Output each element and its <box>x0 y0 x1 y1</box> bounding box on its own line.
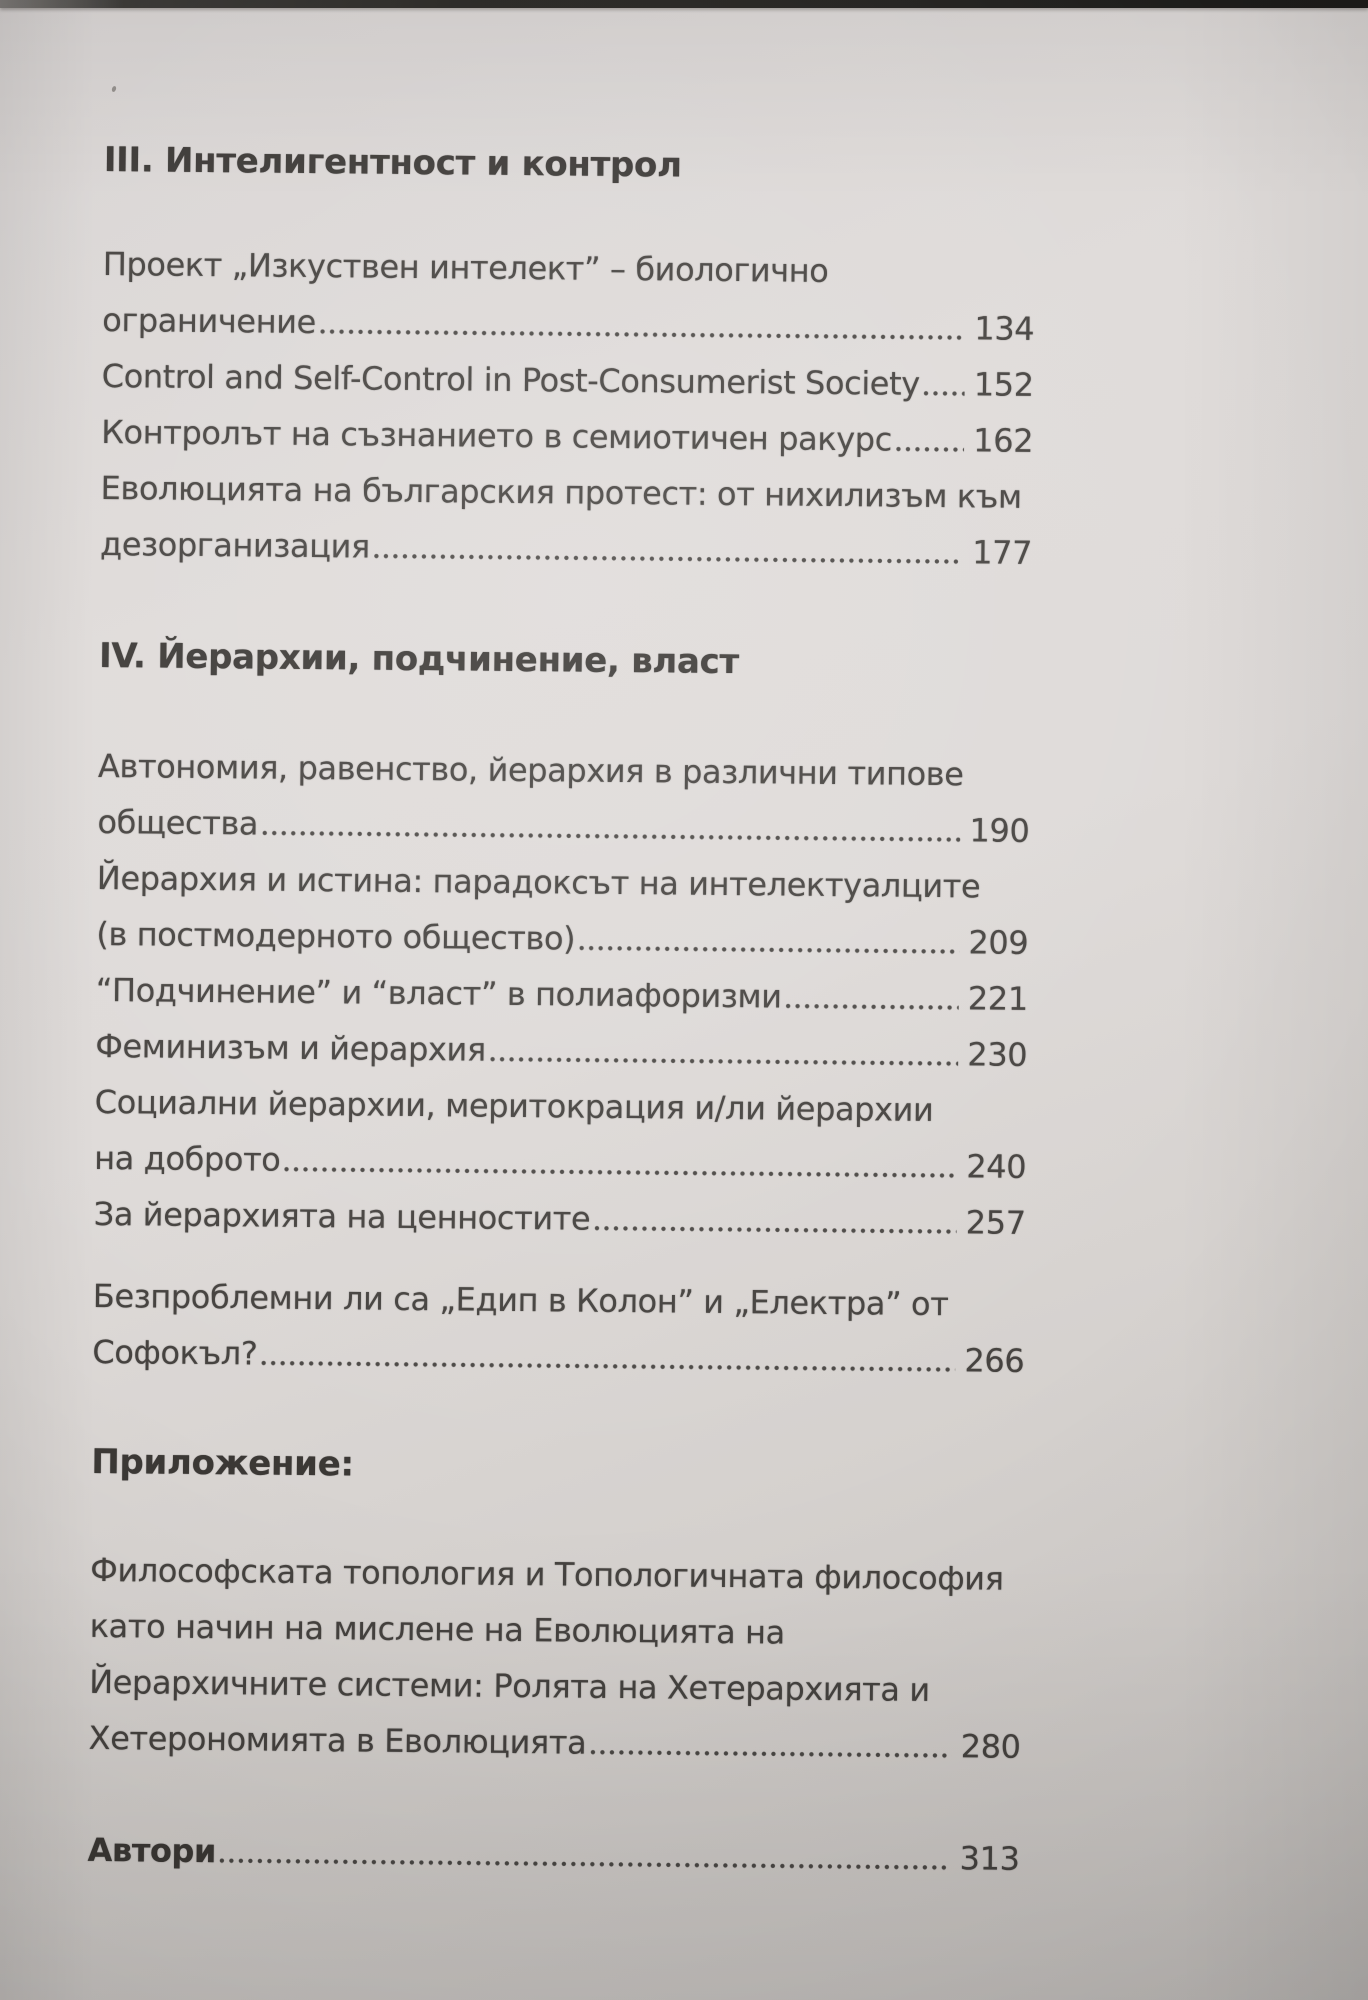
section-heading-iv: IV. Йерархии, подчинение, власт <box>98 635 740 683</box>
toc-row: Автономия, равенство, йерархия в различн… <box>98 738 1030 803</box>
toc-row: дезорганизация 177 <box>100 516 1032 581</box>
toc-entry-text: Еволюцията на българския протест: от них… <box>100 468 1022 516</box>
dot-leader <box>590 1749 952 1759</box>
section-heading-iii: III. Интелигентност и контрол <box>103 140 682 186</box>
authors-row: Автори 313 <box>87 1822 1019 1887</box>
toc-page-number: 152 <box>973 365 1034 404</box>
toc-row: Йерархия и истина: парадоксът на интелек… <box>97 850 1029 915</box>
toc-page-number: 209 <box>968 923 1029 962</box>
toc-row: Йерархичните системи: Ролята на Хетерарх… <box>89 1654 1021 1719</box>
toc-entry-text: ограничение <box>102 300 317 342</box>
toc-row: Хетерономията в Еволюцията 280 <box>88 1710 1020 1775</box>
toc-entry-text: Хетерономията в Еволюцията <box>88 1718 587 1762</box>
toc-page-number: 177 <box>972 533 1033 572</box>
toc-entry-text: Йерархия и истина: парадоксът на интелек… <box>96 858 981 906</box>
toc-entry-text: Проект „Изкуствен интелект” – биологично <box>102 244 829 290</box>
toc-entry-text: “Подчинение” и “власт” в полиафоризми <box>95 970 782 1016</box>
section-iii-entries: Проект „Изкуствен интелект” – биологично… <box>100 236 1035 581</box>
toc-row: на доброто 240 <box>94 1130 1026 1195</box>
dot-leader <box>489 1056 959 1067</box>
toc-page-number: 221 <box>967 979 1028 1018</box>
toc-page-number: 240 <box>966 1147 1027 1186</box>
toc-row: Философската топология и Топологичната ф… <box>90 1542 1022 1607</box>
toc-page-number: 313 <box>959 1839 1020 1878</box>
toc-entry-text: Социални йерархии, меритокрация и/ли йер… <box>94 1082 934 1130</box>
dot-leader <box>594 1225 957 1235</box>
toc-entry-text: дезорганизация <box>99 524 371 566</box>
dot-leader <box>785 1003 959 1011</box>
authors-label: Автори <box>87 1830 217 1871</box>
toc-page-number: 257 <box>965 1203 1026 1242</box>
dot-leader <box>579 945 960 955</box>
toc-row: (в постмодерното общество) 209 <box>96 906 1028 971</box>
toc-entry-text: Йерархичните системи: Ролята на Хетерарх… <box>89 1662 930 1709</box>
dot-leader <box>284 1166 958 1179</box>
toc-row: Проект „Изкуствен интелект” – биологично <box>103 236 1035 301</box>
toc-entry-text: Феминизъм и йерархия <box>95 1026 486 1069</box>
toc-entry-text: на доброто <box>94 1138 281 1179</box>
toc-page-number: 134 <box>974 309 1035 348</box>
toc-page-number: 280 <box>960 1727 1021 1766</box>
toc-page-number: 266 <box>964 1341 1025 1380</box>
section-iv-entries: Автономия, равенство, йерархия в различн… <box>92 738 1030 1389</box>
toc-page-number: 190 <box>969 811 1030 850</box>
toc-entry-text: (в постмодерното общество) <box>96 914 576 958</box>
dot-leader <box>373 553 964 565</box>
appendix-entries: Философската топология и Топологичната ф… <box>88 1542 1022 1775</box>
toc-entry-text: Безпроблемни ли са „Едип в Колон” и „Еле… <box>92 1276 949 1324</box>
toc-page-number: 230 <box>967 1035 1028 1074</box>
toc-entry-text: като начин на мислене на Еволюцията на <box>89 1606 786 1652</box>
section-heading-appendix: Приложение: <box>91 1441 354 1485</box>
dot-leader <box>895 446 965 453</box>
toc-entry-text: Control and Self-Control in Post-Consume… <box>101 356 920 403</box>
dot-leader <box>923 390 965 397</box>
toc-entry-text: Софокъл? <box>92 1332 258 1373</box>
toc-entry-text: Автономия, равенство, йерархия в различн… <box>97 746 964 794</box>
toc-row: като начин на мислене на Еволюцията на <box>89 1598 1021 1663</box>
toc-row: Социални йерархии, меритокрация и/ли йер… <box>94 1074 1026 1139</box>
table-edge-strip <box>0 0 1368 8</box>
toc-row: Софокъл? 266 <box>92 1324 1024 1389</box>
toc-row: ограничение 134 <box>102 292 1034 357</box>
toc-entry-text: Философската топология и Топологичната ф… <box>90 1550 1004 1598</box>
toc-row: общества 190 <box>97 794 1029 859</box>
table-of-contents: III. Интелигентност и контрол Проект „Из… <box>87 0 1037 1887</box>
toc-row: Control and Self-Control in Post-Consume… <box>101 348 1034 413</box>
dot-leader <box>319 329 966 341</box>
toc-entry-text: Контролът на съзнанието в семиотичен рак… <box>101 412 893 459</box>
toc-row: “Подчинение” и “власт” в полиафоризми 22… <box>96 962 1028 1027</box>
toc-row: За йерархията на ценностите 257 <box>93 1186 1026 1251</box>
toc-row: Феминизъм и йерархия 230 <box>95 1018 1027 1083</box>
dot-leader <box>261 1360 956 1373</box>
toc-row: Еволюцията на българския протест: от них… <box>100 460 1032 525</box>
toc-row: Безпроблемни ли са „Едип в Колон” и „Еле… <box>93 1268 1025 1333</box>
toc-entry-text: За йерархията на ценностите <box>93 1194 591 1238</box>
dot-leader <box>261 830 961 843</box>
toc-entry-text: общества <box>97 802 259 843</box>
dot-leader <box>219 1858 951 1871</box>
toc-row: Контролът на съзнанието в семиотичен рак… <box>101 404 1033 469</box>
toc-page-number: 162 <box>973 421 1034 460</box>
